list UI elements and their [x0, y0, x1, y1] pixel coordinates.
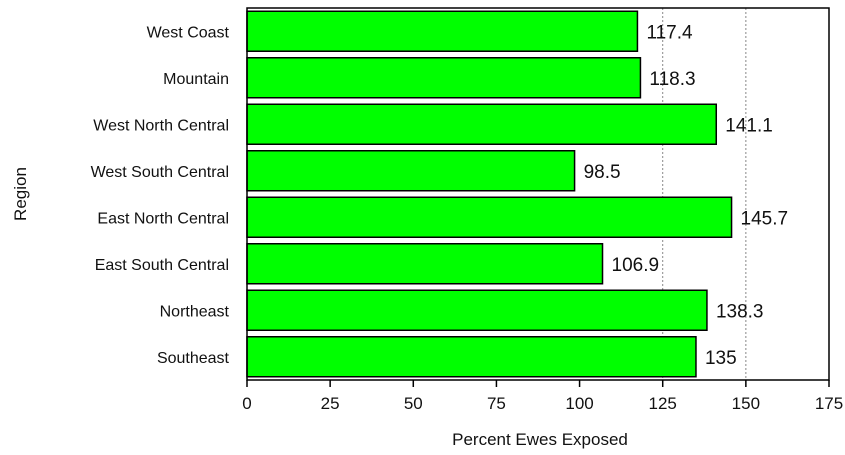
data-label-4: 145.7 — [741, 208, 789, 229]
x-tick-label-100: 100 — [565, 394, 593, 413]
data-label-1: 118.3 — [649, 69, 695, 90]
data-label-5: 106.9 — [612, 255, 660, 276]
category-label-7: Southeast — [157, 350, 230, 367]
category-label-1: Mountain — [163, 71, 229, 88]
category-label-5: East South Central — [95, 257, 229, 274]
plot-frame — [246, 7, 830, 381]
y-axis-title: Region — [11, 167, 30, 221]
bar-6 — [246, 289, 708, 331]
data-labels: 117.4 118.3 141.1 98.5 145.7 106.9 138.3 135 — [584, 22, 789, 369]
data-label-7: 135 — [705, 348, 737, 369]
x-tick-label-175: 175 — [815, 394, 843, 413]
bar-2 — [246, 103, 718, 145]
category-label-6: Northeast — [160, 303, 230, 320]
bar-4 — [246, 196, 733, 238]
data-label-6: 138.3 — [716, 301, 764, 322]
data-label-2: 141.1 — [725, 115, 773, 136]
category-label-0: West Coast — [147, 24, 230, 41]
category-label-2: West North Central — [93, 117, 229, 134]
category-label-4: East North Central — [97, 210, 229, 227]
bar-1 — [246, 57, 642, 99]
bars — [246, 10, 733, 378]
bar-0 — [246, 10, 639, 52]
bar-7 — [246, 336, 697, 378]
x-tick-label-25: 25 — [321, 394, 340, 413]
x-axis-title: Percent Ewes Exposed — [452, 430, 628, 449]
x-tick-label-150: 150 — [732, 394, 760, 413]
bar-3 — [246, 150, 576, 192]
axes: West Coast Mountain West North Central West… — [91, 7, 843, 413]
x-tick-label-75: 75 — [487, 394, 506, 413]
x-tick-label-0: 0 — [242, 394, 251, 413]
x-tick-label-50: 50 — [404, 394, 423, 413]
data-label-3: 98.5 — [584, 162, 621, 183]
data-label-0: 117.4 — [646, 22, 693, 43]
bar-5 — [246, 243, 604, 285]
category-label-3: West South Central — [91, 164, 229, 181]
x-tick-label-125: 125 — [649, 394, 677, 413]
